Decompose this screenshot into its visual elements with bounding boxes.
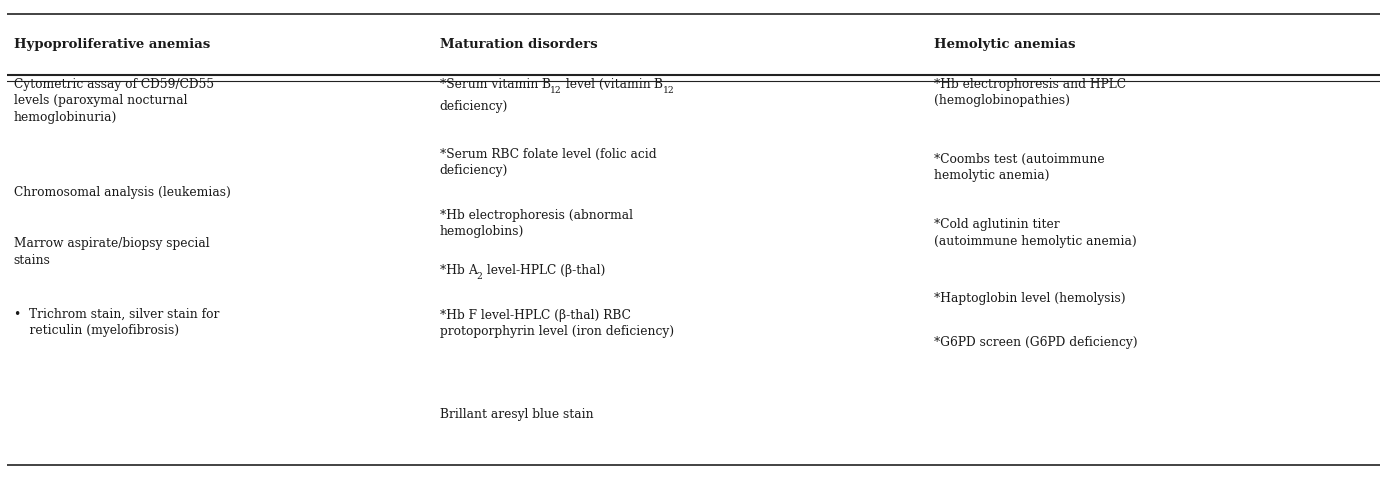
Text: *Hb electrophoresis (abnormal
hemoglobins): *Hb electrophoresis (abnormal hemoglobin… <box>440 209 632 239</box>
Text: *Coombs test (autoimmune
hemolytic anemia): *Coombs test (autoimmune hemolytic anemi… <box>934 153 1105 182</box>
Text: B: B <box>654 78 662 91</box>
Text: 2: 2 <box>477 273 483 281</box>
Text: 12: 12 <box>662 86 675 95</box>
Text: *Hb F level-HPLC (β-thal) RBC
protoporphyrin level (iron deficiency): *Hb F level-HPLC (β-thal) RBC protoporph… <box>440 309 674 339</box>
Text: *Hb: *Hb <box>440 264 467 277</box>
Text: 12: 12 <box>550 86 561 95</box>
Text: *Serum RBC folate level (folic acid
deficiency): *Serum RBC folate level (folic acid defi… <box>440 148 656 177</box>
Text: A: A <box>467 264 477 277</box>
Text: *Serum vitamin: *Serum vitamin <box>440 78 542 91</box>
Text: Brillant aresyl blue stain: Brillant aresyl blue stain <box>440 408 593 421</box>
Text: deficiency): deficiency) <box>440 100 508 113</box>
Text: *G6PD screen (G6PD deficiency): *G6PD screen (G6PD deficiency) <box>934 336 1138 349</box>
Text: Hemolytic anemias: Hemolytic anemias <box>934 38 1076 51</box>
Text: level-HPLC (β-thal): level-HPLC (β-thal) <box>483 264 604 277</box>
Text: Chromosomal analysis (leukemias): Chromosomal analysis (leukemias) <box>14 185 231 198</box>
Text: *Cold aglutinin titer
(autoimmune hemolytic anemia): *Cold aglutinin titer (autoimmune hemoly… <box>934 218 1137 248</box>
Text: •  Trichrom stain, silver stain for
    reticulin (myelofibrosis): • Trichrom stain, silver stain for retic… <box>14 308 219 337</box>
Text: *Hb electrophoresis and HPLC
(hemoglobinopathies): *Hb electrophoresis and HPLC (hemoglobin… <box>934 78 1126 107</box>
Text: level (vitamin: level (vitamin <box>561 78 654 91</box>
Text: *Haptoglobin level (hemolysis): *Haptoglobin level (hemolysis) <box>934 292 1126 305</box>
Text: Maturation disorders: Maturation disorders <box>440 38 597 51</box>
Text: Cytometric assay of CD59/CD55
levels (paroxymal nocturnal
hemoglobinuria): Cytometric assay of CD59/CD55 levels (pa… <box>14 78 214 124</box>
Text: Marrow aspirate/biopsy special
stains: Marrow aspirate/biopsy special stains <box>14 237 209 267</box>
Text: B: B <box>541 78 550 91</box>
Text: Hypoproliferative anemias: Hypoproliferative anemias <box>14 38 210 51</box>
